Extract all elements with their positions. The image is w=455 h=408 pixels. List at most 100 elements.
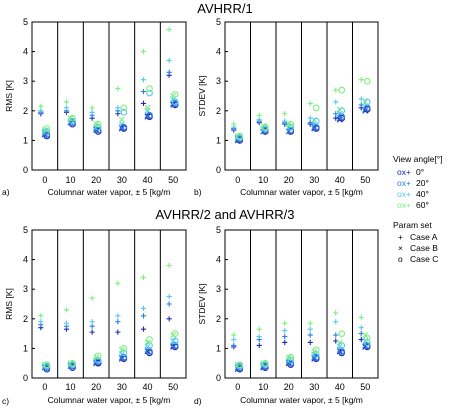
y-tick-label: 3 [216, 76, 221, 86]
data-point [63, 320, 70, 326]
data-point [285, 121, 292, 128]
data-point [333, 338, 339, 344]
data-point [333, 87, 339, 93]
panel-label: a) [2, 187, 10, 197]
data-point [236, 132, 244, 140]
data-point [140, 326, 147, 332]
data-point [363, 77, 371, 85]
data-point [120, 345, 128, 352]
x-tick-label: 30 [309, 382, 319, 392]
data-point [115, 319, 121, 325]
data-point [236, 361, 244, 369]
data-point [94, 123, 102, 131]
y-tick-label: 1 [23, 135, 28, 145]
x-tick-label: 10 [258, 175, 268, 185]
x-tick-label: 0 [42, 175, 47, 185]
data-point [358, 325, 364, 331]
legend-angle-60-marker: ox+ [397, 200, 411, 210]
x-tick-label: 30 [117, 382, 127, 392]
data-point [231, 121, 237, 127]
legend-case-a-label: Case A [410, 232, 438, 242]
data-point [287, 123, 295, 131]
data-point [69, 117, 76, 125]
data-point [363, 98, 371, 106]
data-point [333, 319, 339, 325]
x-tick-label: 40 [335, 175, 345, 185]
data-point [256, 333, 262, 340]
x-axis-label: Columnar water vapor, ± 5 [kg/m [240, 187, 363, 197]
data-point [312, 353, 320, 361]
data-point [312, 346, 320, 354]
legend-case-c-label: Case C [410, 254, 438, 264]
data-point [256, 117, 262, 123]
data-point [261, 359, 269, 367]
section-title-avhrr2-3: AVHRR/2 and AVHRR/3 [156, 207, 295, 222]
data-point [166, 316, 172, 322]
data-point [312, 117, 320, 125]
legend: View angle[°] ox+ 0° ox+ 20° ox+ 40° ox+… [393, 154, 443, 264]
data-point [115, 280, 121, 286]
data-point [120, 104, 128, 112]
data-point [307, 120, 313, 126]
y-tick-label: 1 [216, 135, 221, 145]
data-point [140, 88, 147, 95]
y-tick-label: 4 [23, 47, 28, 57]
data-point [363, 334, 371, 342]
data-point [287, 353, 295, 361]
legend-angle-20: ox+ 20° [397, 178, 429, 188]
data-point [171, 337, 179, 345]
data-point [94, 352, 102, 360]
data-point [307, 332, 313, 338]
data-point [307, 326, 313, 332]
data-point [89, 323, 95, 329]
x-tick-label: 50 [168, 175, 178, 185]
data-point [287, 356, 295, 364]
data-point [89, 319, 95, 325]
data-point [140, 305, 147, 312]
y-axis-label: STDEV [K] [197, 283, 207, 324]
data-point [358, 96, 364, 102]
data-point [338, 330, 346, 337]
y-axis-label: RMS [K] [4, 288, 14, 320]
data-point [69, 114, 76, 122]
data-point [140, 100, 147, 106]
y-axis-label: STDEV [K] [197, 75, 207, 116]
data-point [94, 120, 102, 128]
section-title-avhrr1: AVHRR/1 [197, 1, 252, 16]
data-point [358, 314, 364, 320]
data-point [171, 98, 179, 106]
x-tick-label: 40 [335, 382, 345, 392]
x-axis-label: Columnar water vapor, ± 5 [kg/m [48, 187, 171, 197]
data-point [282, 118, 288, 124]
x-tick-label: 40 [142, 382, 152, 392]
legend-angle-0-label: 0° [416, 167, 424, 177]
data-point [43, 361, 51, 369]
data-point [338, 342, 346, 349]
data-point [362, 98, 369, 105]
data-point [336, 339, 343, 346]
data-point [69, 359, 76, 367]
y-tick-label: 3 [23, 284, 28, 294]
data-point [333, 99, 339, 105]
data-point [38, 319, 44, 325]
data-point [120, 123, 128, 131]
x-tick-label: 20 [284, 175, 294, 185]
data-point [282, 333, 288, 340]
panel-label: b) [194, 187, 202, 197]
y-tick-label: 0 [23, 373, 28, 383]
x-tick-label: 50 [360, 175, 370, 185]
legend-angle-20-label: 20° [416, 178, 429, 188]
y-tick-label: 0 [23, 165, 28, 175]
x-tick-label: 0 [42, 382, 47, 392]
data-point [363, 339, 371, 346]
legend-angle-40-marker: ox+ [397, 189, 411, 199]
data-point [338, 86, 346, 94]
data-point [287, 120, 295, 128]
data-point [166, 301, 172, 307]
data-point [358, 77, 364, 83]
y-tick-label: 5 [216, 225, 221, 235]
y-tick-label: 1 [216, 343, 221, 353]
